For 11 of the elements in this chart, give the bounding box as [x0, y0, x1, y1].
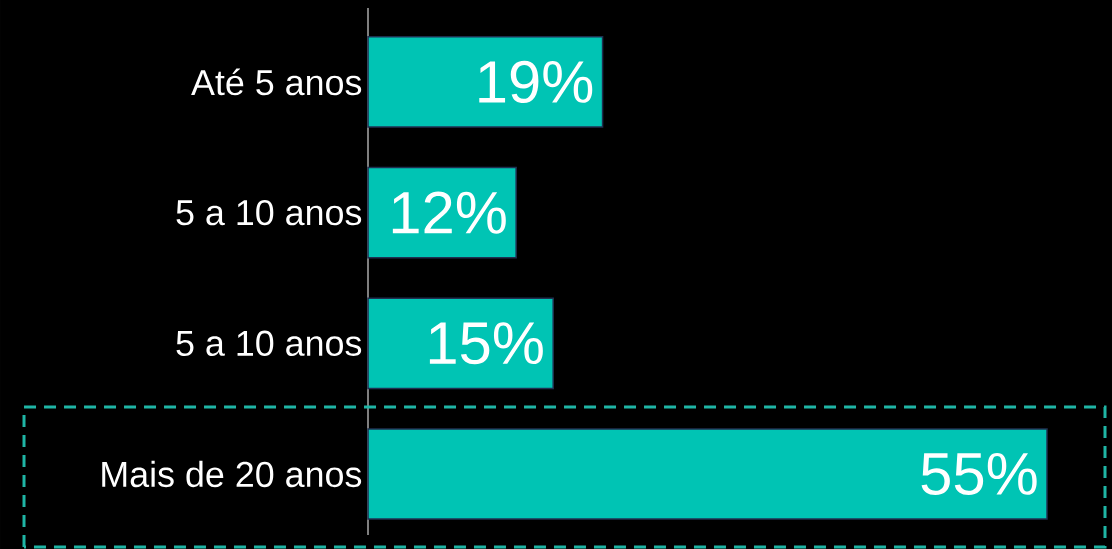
y-tick-label: 5 a 10 anos — [176, 199, 362, 226]
data-label: 55% — [921, 452, 1037, 495]
data-label: 19% — [479, 60, 593, 104]
bar — [367, 36, 604, 128]
data-label: 12% — [392, 191, 506, 234]
bar — [367, 297, 554, 390]
data-label: 15% — [429, 322, 543, 365]
y-tick-label: 5 a 10 anos — [176, 330, 362, 356]
y-tick-label: Mais de 20 anos — [102, 460, 362, 488]
bar — [367, 428, 1048, 520]
y-tick-label: Até 5 anos — [191, 68, 362, 96]
